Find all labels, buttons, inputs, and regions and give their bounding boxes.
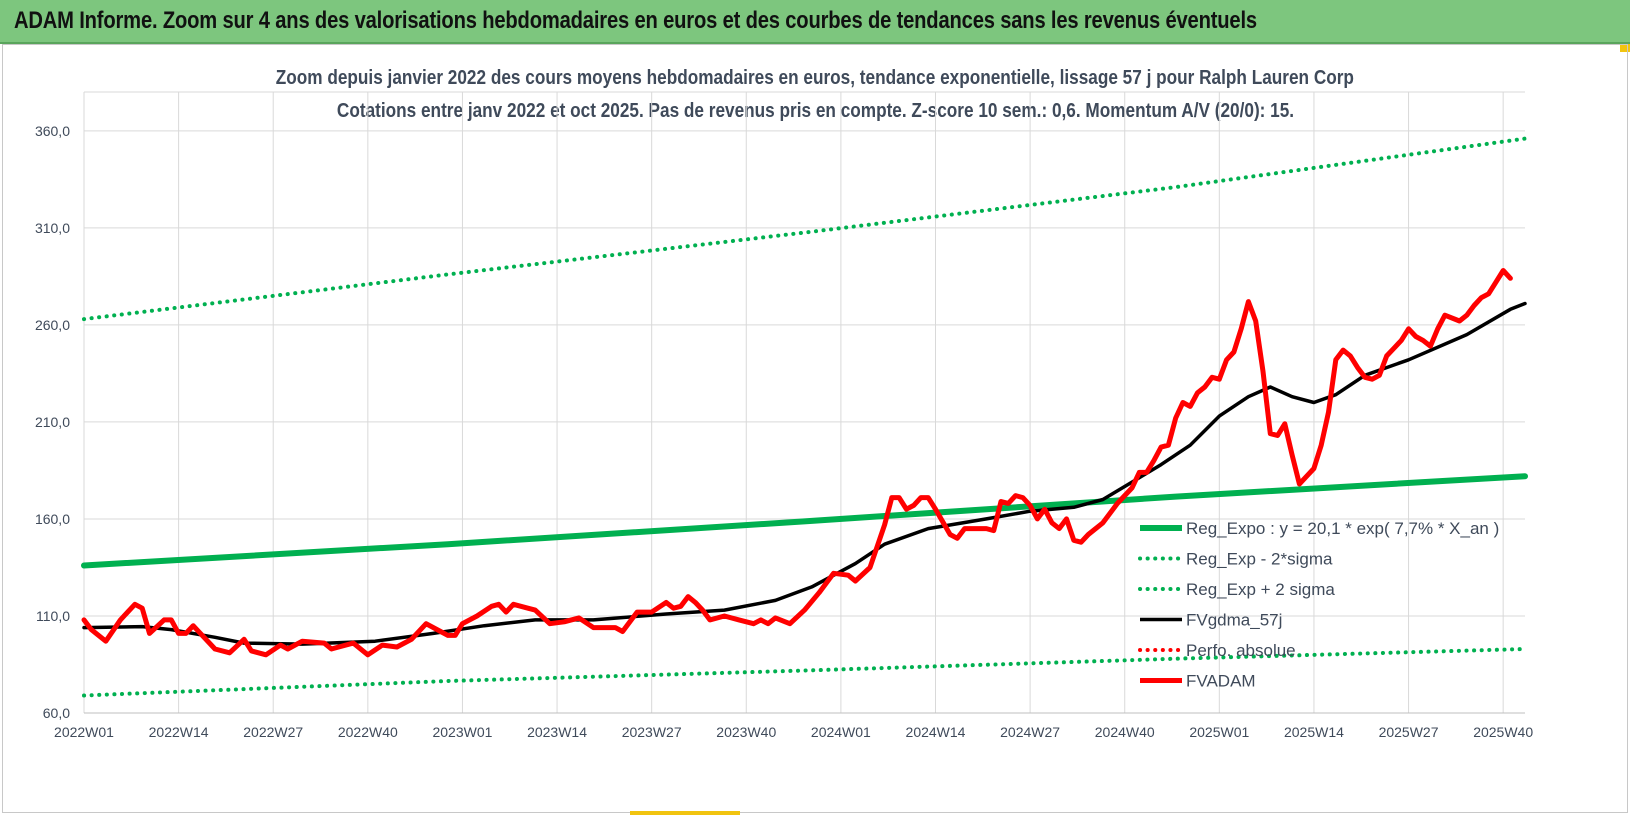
chart-title: Zoom depuis janvier 2022 des cours moyen…	[0, 67, 1630, 90]
x-tick-label: 2024W27	[1000, 724, 1060, 740]
banner-corner-accent	[1620, 44, 1630, 52]
y-tick-label: 160,0	[35, 511, 70, 527]
chart-legend: Reg_Expo : y = 20,1 * exp( 7,7% * X_an )…	[1138, 519, 1499, 691]
y-tick-label: 210,0	[35, 414, 70, 430]
x-tick-label: 2025W40	[1473, 724, 1533, 740]
legend-label: Reg_Exp - 2*sigma	[1186, 550, 1333, 569]
x-tick-label: 2022W14	[149, 724, 209, 740]
x-tick-label: 2025W27	[1379, 724, 1439, 740]
y-tick-label: 260,0	[35, 317, 70, 333]
chart-title-text: Zoom depuis janvier 2022 des cours moyen…	[275, 67, 1355, 89]
fvadam-line	[81, 268, 1513, 658]
banner-title: ADAM Informe. Zoom sur 4 ans des valoris…	[14, 7, 1257, 34]
legend-label: Reg_Expo : y = 20,1 * exp( 7,7% * X_an )	[1186, 519, 1499, 538]
reg-exp-minus-2sigma-line	[82, 647, 1527, 698]
y-axis-ticks: 60,0 110,0 160,0 210,0 260,0 310,0 360,0	[35, 123, 70, 721]
legend-label: Perfo. absolue	[1186, 641, 1296, 660]
y-tick-label: 360,0	[35, 123, 70, 139]
chart-subtitle: Cotations entre janv 2022 et oct 2025. P…	[0, 100, 1630, 123]
x-tick-label: 2025W01	[1189, 724, 1249, 740]
fvgdma-57j-line	[82, 301, 1527, 646]
x-tick-label: 2023W40	[716, 724, 776, 740]
title-banner: ADAM Informe. Zoom sur 4 ans des valoris…	[0, 0, 1630, 44]
x-tick-label: 2023W14	[527, 724, 587, 740]
reg-exp-plus-2sigma-line	[82, 136, 1527, 322]
reg-expo-line	[81, 473, 1528, 569]
chart-frame	[2, 44, 1628, 813]
x-tick-label: 2024W40	[1095, 724, 1155, 740]
legend-label: FVgdma_57j	[1186, 611, 1282, 630]
legend-label: Reg_Exp + 2 sigma	[1186, 580, 1335, 599]
x-tick-label: 2024W14	[906, 724, 966, 740]
x-axis-ticks: 2022W01 2022W14 2022W27 2022W40 2023W01 2023W…	[54, 724, 1533, 740]
y-tick-label: 310,0	[35, 220, 70, 236]
x-tick-label: 2022W01	[54, 724, 114, 740]
x-tick-label: 2022W40	[338, 724, 398, 740]
x-tick-label: 2025W14	[1284, 724, 1344, 740]
x-tick-label: 2024W01	[811, 724, 871, 740]
legend-label: FVADAM	[1186, 672, 1256, 691]
x-tick-label: 2022W27	[243, 724, 303, 740]
chart-series	[81, 136, 1528, 698]
chart-subtitle-text: Cotations entre janv 2022 et oct 2025. P…	[336, 100, 1294, 122]
y-tick-label: 60,0	[43, 705, 70, 721]
y-tick-label: 110,0	[36, 608, 70, 624]
x-tick-label: 2023W01	[432, 724, 492, 740]
bottom-accent-bar	[630, 811, 740, 815]
x-tick-label: 2023W27	[622, 724, 682, 740]
